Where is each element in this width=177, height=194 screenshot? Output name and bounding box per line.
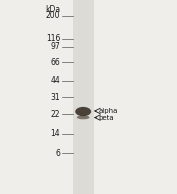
Text: 6: 6 [55,149,60,158]
Bar [73,0,94,194]
Text: beta: beta [98,115,114,120]
Text: 31: 31 [51,93,60,101]
Text: 66: 66 [50,58,60,67]
Text: 14: 14 [51,129,60,138]
Text: 116: 116 [46,34,60,43]
Text: 44: 44 [50,76,60,85]
Text: kDa: kDa [45,5,60,14]
Text: 200: 200 [46,11,60,20]
Text: 97: 97 [50,42,60,51]
Ellipse shape [75,107,91,116]
Text: alpha: alpha [98,108,118,114]
Text: 22: 22 [51,110,60,119]
Ellipse shape [77,115,90,119]
